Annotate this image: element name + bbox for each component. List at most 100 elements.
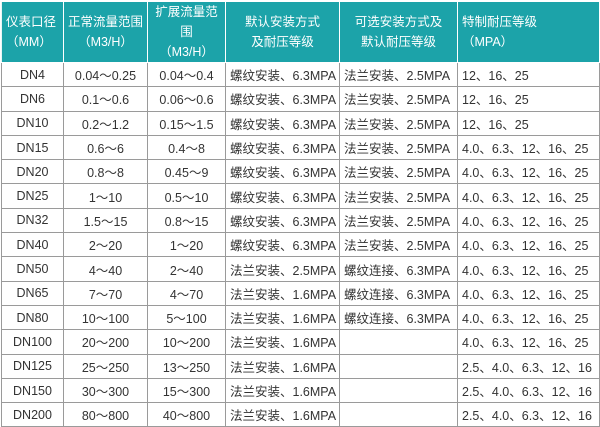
header-text: （MPA） <box>462 35 514 49</box>
header-text: 默认耐压等级 <box>360 35 436 49</box>
cell-extended-flow: 1～20 <box>147 232 226 258</box>
cell-optional-install: 法兰安装、2.5MPA <box>339 183 458 209</box>
header-text: （M3/H） <box>159 45 214 59</box>
table-row: DN100 20～200 10～200 法兰安装、1.6MPA 4.0、6.3、12、1… <box>1 329 600 355</box>
cell-special-pressure: 4.0、6.3、12、16、25 <box>457 183 600 209</box>
cell-diameter: DN65 <box>1 280 64 306</box>
header-text: （M3/H） <box>78 35 133 49</box>
cell-extended-flow: 5～100 <box>147 304 226 331</box>
cell-special-pressure: 4.0、6.3、12、16、25 <box>457 159 600 185</box>
cell-special-pressure: 2.5、4.0、6.3、12、16 <box>457 377 600 404</box>
table-row: DN4 0.04～0.25 0.04～0.4 螺纹安装、6.3MPA 法兰安装、2.5M… <box>1 61 600 88</box>
table-row: DN32 1.5～15 0.8～15 螺纹安装、6.3MPA 法兰安装、2.5MPA 4.… <box>1 207 600 234</box>
cell-normal-flow: 1～10 <box>63 183 148 209</box>
cell-special-pressure: 4.0、6.3、12、16、25 <box>457 280 600 306</box>
cell-special-pressure: 2.5、4.0、6.3、12、16 <box>457 353 600 379</box>
cell-extended-flow: 0.06～0.6 <box>147 86 226 112</box>
table-row: DN25 1～10 0.5～10 螺纹安装、6.3MPA 法兰安装、2.5MPA 4.0、… <box>1 183 600 209</box>
cell-special-pressure: 12、16、25 <box>457 86 600 112</box>
header-text: 可选安装方式及 <box>354 15 443 29</box>
cell-diameter: DN20 <box>1 159 64 185</box>
cell-diameter: DN150 <box>1 377 64 404</box>
cell-optional-install: 法兰安装、2.5MPA <box>339 110 458 136</box>
cell-normal-flow: 30～300 <box>63 377 148 404</box>
cell-special-pressure: 12、16、25 <box>457 110 600 136</box>
table-header-row: 仪表口径 （MM） 正常流量范围 （M3/H） 扩展流量范围 （M3/H） 默认安装方式 及耐… <box>1 1 600 63</box>
cell-extended-flow: 10～200 <box>147 329 226 355</box>
cell-diameter: DN15 <box>1 134 64 161</box>
table-row: DN50 4～40 2～40 法兰安装、2.5MPA 螺纹连接、6.3MPA 4.0、6.… <box>1 256 600 282</box>
cell-diameter: DN6 <box>1 86 64 112</box>
cell-special-pressure: 2.5、4.0、6.3、12、16 <box>457 402 600 427</box>
header-text: 仪表口径 <box>6 15 57 29</box>
cell-default-install: 螺纹安装、6.3MPA <box>225 61 340 88</box>
cell-default-install: 螺纹安装、6.3MPA <box>225 110 340 136</box>
header-normal-flow: 正常流量范围 （M3/H） <box>63 1 148 63</box>
cell-default-install: 法兰安装、1.6MPA <box>225 304 340 331</box>
cell-default-install: 法兰安装、1.6MPA <box>225 329 340 355</box>
cell-special-pressure: 4.0、6.3、12、16、25 <box>457 207 600 234</box>
table-row: DN65 7～70 4～70 法兰安装、1.6MPA 螺纹连接、6.3MPA 4.0、6.… <box>1 280 600 306</box>
header-extended-flow: 扩展流量范围 （M3/H） <box>147 1 226 63</box>
cell-default-install: 法兰安装、1.6MPA <box>225 402 340 427</box>
cell-diameter: DN100 <box>1 329 64 355</box>
cell-default-install: 螺纹安装、6.3MPA <box>225 134 340 161</box>
cell-normal-flow: 0.6～6 <box>63 134 148 161</box>
cell-diameter: DN125 <box>1 353 64 379</box>
cell-extended-flow: 40～800 <box>147 402 226 427</box>
cell-optional-install: 法兰安装、2.5MPA <box>339 86 458 112</box>
cell-optional-install: 法兰安装、2.5MPA <box>339 232 458 258</box>
cell-diameter: DN50 <box>1 256 64 282</box>
cell-optional-install: 螺纹连接、6.3MPA <box>339 256 458 282</box>
cell-special-pressure: 4.0、6.3、12、16、25 <box>457 329 600 355</box>
cell-normal-flow: 0.2～1.2 <box>63 110 148 136</box>
table-row: DN10 0.2～1.2 0.15～1.5 螺纹安装、6.3MPA 法兰安装、2.5MP… <box>1 110 600 136</box>
cell-optional-install: 法兰安装、2.5MPA <box>339 61 458 88</box>
cell-optional-install <box>339 377 458 404</box>
header-default-install: 默认安装方式 及耐压等级 <box>225 1 340 63</box>
cell-extended-flow: 2～40 <box>147 256 226 282</box>
table-row: DN80 10～100 5～100 法兰安装、1.6MPA 螺纹连接、6.3MPA 4.0… <box>1 304 600 331</box>
header-text: 及耐压等级 <box>251 35 314 49</box>
cell-normal-flow: 80～800 <box>63 402 148 427</box>
cell-special-pressure: 4.0、6.3、12、16、25 <box>457 134 600 161</box>
cell-normal-flow: 10～100 <box>63 304 148 331</box>
header-special-pressure: 特制耐压等级 （MPA） <box>457 1 600 63</box>
cell-normal-flow: 7～70 <box>63 280 148 306</box>
cell-diameter: DN200 <box>1 402 64 427</box>
header-text: （MM） <box>6 35 52 49</box>
cell-optional-install: 法兰安装、2.5MPA <box>339 134 458 161</box>
cell-extended-flow: 0.15～1.5 <box>147 110 226 136</box>
cell-default-install: 螺纹安装、6.3MPA <box>225 183 340 209</box>
cell-extended-flow: 0.04～0.4 <box>147 61 226 88</box>
cell-default-install: 螺纹安装、6.3MPA <box>225 232 340 258</box>
cell-special-pressure: 4.0、6.3、12、16、25 <box>457 256 600 282</box>
table-row: DN6 0.1～0.6 0.06～0.6 螺纹安装、6.3MPA 法兰安装、2.5MPA… <box>1 86 600 112</box>
cell-extended-flow: 13～250 <box>147 353 226 379</box>
header-text: 特制耐压等级 <box>462 15 538 29</box>
cell-normal-flow: 20～200 <box>63 329 148 355</box>
header-text: 默认安装方式 <box>244 15 320 29</box>
cell-extended-flow: 0.5～10 <box>147 183 226 209</box>
cell-normal-flow: 0.04～0.25 <box>63 61 148 88</box>
cell-extended-flow: 4～70 <box>147 280 226 306</box>
cell-normal-flow: 25～250 <box>63 353 148 379</box>
cell-optional-install: 法兰安装、2.5MPA <box>339 159 458 185</box>
header-text: 正常流量范围 <box>68 15 144 29</box>
cell-default-install: 螺纹安装、6.3MPA <box>225 159 340 185</box>
cell-normal-flow: 0.8～8 <box>63 159 148 185</box>
cell-optional-install: 法兰安装、2.5MPA <box>339 207 458 234</box>
header-optional-install: 可选安装方式及 默认耐压等级 <box>339 1 458 63</box>
cell-extended-flow: 0.45～9 <box>147 159 226 185</box>
cell-diameter: DN25 <box>1 183 64 209</box>
cell-special-pressure: 4.0、6.3、12、16、25 <box>457 232 600 258</box>
cell-optional-install: 螺纹连接、6.3MPA <box>339 280 458 306</box>
cell-default-install: 法兰安装、2.5MPA <box>225 256 340 282</box>
cell-optional-install: 螺纹连接、6.3MPA <box>339 304 458 331</box>
cell-optional-install <box>339 353 458 379</box>
table-body: DN4 0.04～0.25 0.04～0.4 螺纹安装、6.3MPA 法兰安装、2.5M… <box>1 61 600 427</box>
cell-normal-flow: 0.1～0.6 <box>63 86 148 112</box>
cell-special-pressure: 4.0、6.3、12、16、25 <box>457 304 600 331</box>
cell-normal-flow: 4～40 <box>63 256 148 282</box>
table-row: DN200 80～800 40～800 法兰安装、1.6MPA 2.5、4.0、6.3、… <box>1 402 600 427</box>
